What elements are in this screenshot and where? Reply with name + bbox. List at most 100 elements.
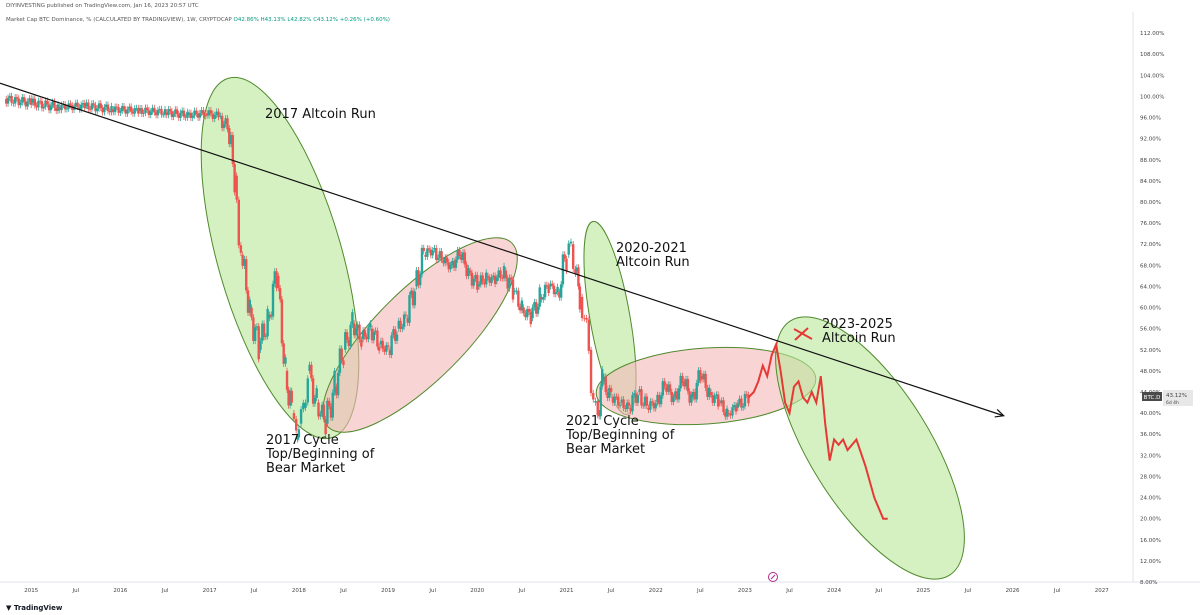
candle-body — [531, 307, 534, 319]
candle-body — [501, 277, 504, 279]
candle-body — [468, 270, 472, 273]
candle-body — [42, 106, 45, 109]
candle-body — [315, 388, 318, 398]
label-2023-altcoin-line1: 2023-2025 — [822, 317, 893, 332]
candle-body — [713, 395, 716, 403]
candle-body — [280, 299, 284, 344]
y-tick-label: 64.00% — [1140, 284, 1161, 290]
candle-body — [622, 399, 625, 408]
chart-attribution: DIYINVESTING published on TradingView.co… — [6, 3, 199, 9]
zone-2017-altcoin-run — [200, 76, 360, 440]
candle-body — [264, 336, 268, 338]
candle-body — [618, 405, 622, 407]
y-tick-label: 32.00% — [1140, 453, 1161, 459]
candle-body — [233, 163, 236, 193]
candle-body — [101, 107, 104, 113]
candle-body — [13, 97, 17, 104]
candle-body — [128, 106, 131, 110]
candle-body — [609, 388, 613, 392]
label-2021-altcoin-line2: Altcoin Run — [616, 255, 690, 270]
price-tag-countdown: 6d 4h — [1166, 400, 1179, 406]
price-tag-value: 43.12% — [1166, 393, 1187, 399]
label-2021-top-line2: Top/Beginning of — [565, 428, 675, 443]
candle-body — [60, 104, 63, 111]
candle-body — [129, 106, 133, 112]
candle-body — [103, 107, 106, 113]
candle-body — [347, 339, 351, 347]
candle-body — [133, 108, 136, 114]
candle-body — [704, 373, 707, 388]
candle-body — [97, 103, 101, 109]
candle-body — [22, 97, 26, 102]
candle-body — [273, 271, 276, 284]
candle-body — [229, 135, 233, 145]
label-2021-altcoin-line1: 2020-2021 — [616, 241, 687, 256]
candle-body — [538, 287, 541, 307]
candle-body — [5, 99, 8, 104]
candle-body — [686, 379, 690, 392]
candle-body — [691, 391, 695, 398]
tradingview-logo[interactable]: ▼ TradingView — [6, 604, 62, 612]
legend-ohlc: O42.86% H43.13% L42.82% C43.12% +0.26% (… — [233, 17, 390, 23]
candle-body — [85, 102, 88, 106]
candle-body — [231, 135, 235, 164]
candle-body — [297, 429, 301, 438]
candle-body — [74, 102, 78, 107]
candle-body — [88, 109, 92, 110]
candle-body — [695, 383, 698, 400]
candle-body — [542, 297, 545, 300]
candle-body — [458, 250, 461, 256]
candle-body — [290, 390, 293, 403]
candle-body — [92, 103, 95, 105]
candle-body — [670, 391, 673, 403]
candle-body — [319, 413, 322, 417]
candle-body — [96, 108, 99, 112]
candle-body — [629, 407, 632, 412]
candle-body — [239, 245, 243, 253]
x-tick-label: Jul — [518, 588, 526, 594]
candle-body — [177, 114, 180, 118]
candle-body — [8, 95, 12, 98]
y-tick-label: 76.00% — [1140, 221, 1161, 227]
candle-body — [554, 292, 557, 295]
candle-body — [147, 110, 151, 116]
event-marker-icon[interactable] — [768, 572, 778, 582]
candle-body — [547, 285, 550, 293]
candle-body — [277, 275, 280, 289]
x-axis[interactable]: 2015 Jul 2016 Jul 2017 Jul 2018 Jul 2019 Jul 2020 J… — [24, 588, 1109, 594]
candle-body — [677, 388, 681, 400]
candle-body — [338, 348, 342, 373]
candle-body — [278, 288, 282, 300]
candle-body — [736, 403, 739, 408]
x-tick-label: Jul — [1053, 588, 1061, 594]
candle-body — [367, 327, 370, 340]
x-tick-label: 2016 — [113, 588, 127, 594]
candle-body — [235, 175, 238, 200]
candle-body — [518, 306, 522, 311]
y-tick-label: 12.00% — [1140, 559, 1161, 565]
candle-body — [51, 101, 54, 106]
candle-body — [638, 389, 641, 392]
candle-body — [727, 413, 731, 414]
candle-body — [369, 323, 372, 328]
candle-body — [583, 317, 586, 319]
annotations: 2017 Altcoin Run 2017 Cycle Top/Beginnin… — [265, 107, 896, 476]
candle-body — [663, 381, 666, 387]
candle-body — [578, 286, 582, 310]
candle-body — [410, 290, 413, 296]
candle-body — [527, 309, 531, 312]
candle-body — [306, 378, 309, 403]
label-2017-top-line1: 2017 Cycle — [266, 433, 339, 448]
candle-body — [168, 109, 172, 112]
candle-body — [433, 247, 436, 250]
candle-body — [567, 243, 570, 255]
y-axis[interactable]: 112.00% 108.00% 104.00% 100.00% 96.00% 92.00%… — [1140, 31, 1164, 586]
candle-body — [734, 405, 738, 412]
candle-body — [38, 100, 42, 102]
y-tick-label: 36.00% — [1140, 432, 1161, 438]
candle-body — [17, 98, 20, 106]
candle-body — [31, 98, 35, 103]
candle-body — [213, 114, 216, 119]
label-2023-altcoin-line2: Altcoin Run — [822, 331, 896, 346]
